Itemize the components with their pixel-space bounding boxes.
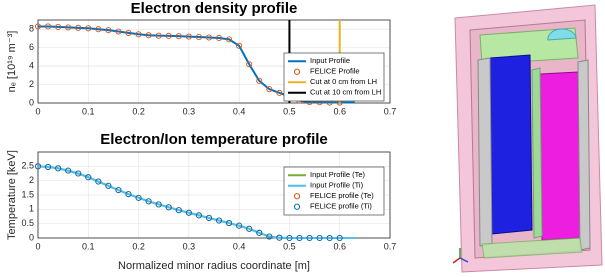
- y-tick-label: 2: [29, 79, 34, 89]
- x-tick-label: 0.4: [233, 241, 246, 251]
- legend: Input Profile (Te)Input Profile (Ti)FELI…: [284, 167, 384, 215]
- axis-triad-x: [453, 258, 460, 263]
- x-tick-label: 0.2: [132, 241, 145, 251]
- y-axis-label: nₑ [10¹⁹ m⁻³]: [6, 31, 18, 93]
- chart-title: Electron density profile: [131, 0, 298, 17]
- y-tick-label: 1: [29, 204, 34, 214]
- y-tick-label: 0: [29, 97, 34, 107]
- x-tick-label: 0.5: [283, 241, 296, 251]
- legend-label: Cut at 10 cm from LH: [310, 88, 381, 97]
- y-tick-label: 4: [29, 60, 34, 70]
- x-tick-label: 0.3: [183, 241, 196, 251]
- legend-label: FELICE profile (Ti): [310, 202, 372, 211]
- left-rail: [478, 58, 492, 246]
- x-tick-label: 0.2: [132, 106, 145, 116]
- x-tick-label: 0.5: [283, 106, 296, 116]
- y-tick-label: 8: [29, 24, 34, 34]
- blue-panel: [490, 55, 532, 234]
- y-tick-label: 0.5: [21, 218, 34, 228]
- legend-label: Input Profile (Te): [310, 170, 366, 179]
- x-tick-label: 0: [35, 241, 40, 251]
- cad-model: [453, 5, 602, 272]
- figure: Electron density profile nₑ [10¹⁹ m⁻³] 0 2 4…: [0, 0, 605, 277]
- y-tick-label: 2.5: [21, 161, 34, 171]
- x-tick-label: 0.7: [384, 106, 397, 116]
- y-tick-label: 2: [29, 175, 34, 185]
- x-tick-label: 0: [35, 106, 40, 116]
- y-tick-label: 1.5: [21, 189, 34, 199]
- x-tick-label: 0.6: [333, 241, 346, 251]
- legend-label: Input Profile: [310, 56, 350, 65]
- legend-label: FELICE Profile: [310, 67, 360, 76]
- legend-label: Input Profile (Ti): [310, 181, 364, 190]
- septum: [532, 68, 542, 238]
- x-tick-label: 0.1: [82, 106, 95, 116]
- legend-label: Cut at 0 cm from LH: [310, 77, 377, 86]
- x-tick-label: 0.3: [183, 106, 196, 116]
- x-tick-label: 0.4: [233, 106, 246, 116]
- chart-title: Electron/Ion temperature profile: [100, 131, 328, 148]
- x-tick-label: 0.6: [333, 106, 346, 116]
- x-tick-label: 0.1: [82, 241, 95, 251]
- magenta-panel: [540, 72, 580, 240]
- y-tick-label: 6: [29, 42, 34, 52]
- right-rail: [578, 60, 590, 250]
- y-tick-label: 0: [29, 232, 34, 242]
- x-tick-label: 0.7: [384, 241, 397, 251]
- x-axis-label: Normalized minor radius coordinate [m]: [118, 260, 310, 272]
- legend-label: FELICE profile (Te): [310, 191, 374, 200]
- y-axis-label: Temperature [keV]: [6, 150, 18, 240]
